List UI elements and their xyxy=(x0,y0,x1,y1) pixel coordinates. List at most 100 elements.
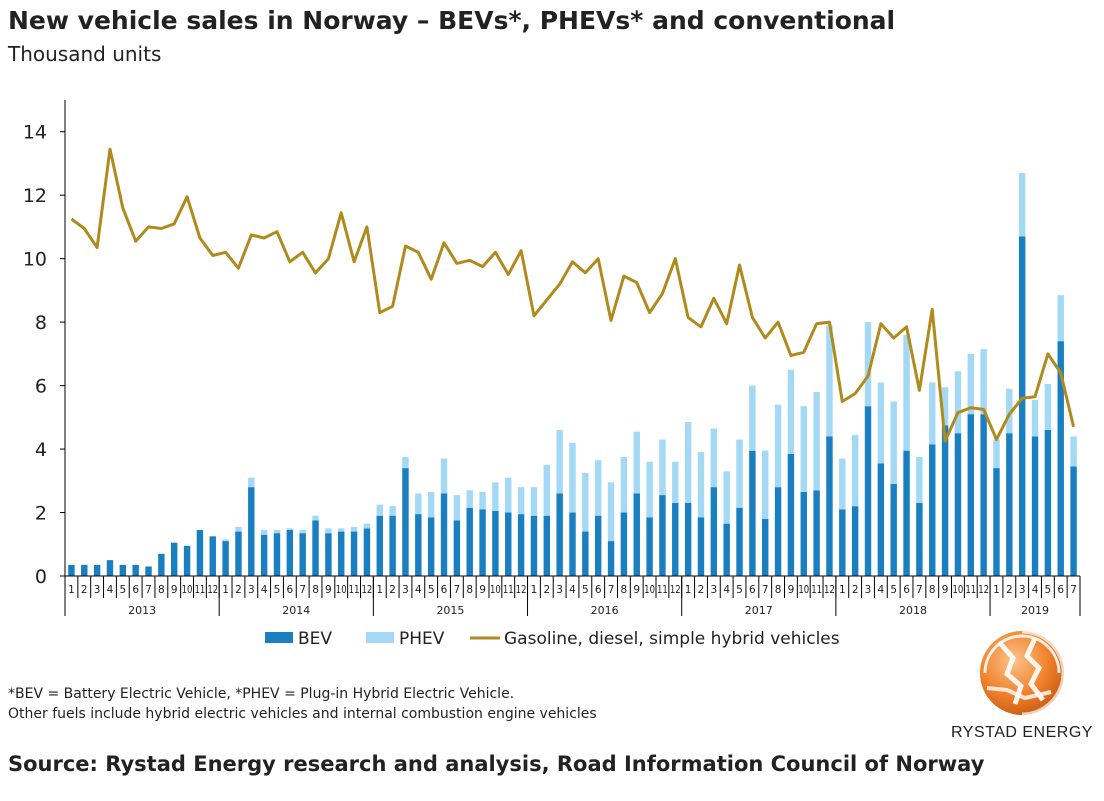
x-month-label: 7 xyxy=(454,584,461,596)
x-year-label: 2016 xyxy=(591,604,619,617)
x-month-label: 7 xyxy=(762,584,769,596)
phev-bar xyxy=(312,515,319,521)
bev-bar xyxy=(273,533,281,576)
bev-bar xyxy=(774,487,782,576)
phev-bar xyxy=(839,458,846,510)
bev-bar xyxy=(1070,466,1077,576)
x-month-label: 7 xyxy=(608,584,615,596)
bev-bar xyxy=(312,520,319,576)
bev-bar xyxy=(954,433,962,576)
bev-bar xyxy=(158,553,165,576)
phev-bar xyxy=(1044,384,1052,431)
bev-bar xyxy=(646,517,653,576)
phev-bar xyxy=(427,491,435,518)
x-month-label: 2 xyxy=(235,584,242,596)
chart-title: New vehicle sales in Norway – BEVs*, PHE… xyxy=(8,6,896,35)
x-month-label: 2 xyxy=(389,584,396,596)
bev-bar xyxy=(826,436,833,576)
x-month-label: 2 xyxy=(543,584,550,596)
x-month-label: 2 xyxy=(81,584,88,596)
bev-bar xyxy=(890,483,897,576)
phev-bar xyxy=(286,528,294,530)
footnote-abbreviations: *BEV = Battery Electric Vehicle, *PHEV =… xyxy=(8,686,515,702)
legend-conventional-label: Gasoline, diesel, simple hybrid vehicles xyxy=(504,629,840,649)
x-month-label: 10 xyxy=(798,584,809,596)
bev-bar xyxy=(800,491,807,576)
bev-bar xyxy=(505,512,512,576)
x-month-label: 5 xyxy=(428,584,435,596)
phev-bar xyxy=(1070,436,1077,467)
bev-bar xyxy=(235,531,242,576)
x-month-label: 6 xyxy=(749,584,756,596)
x-month-label: 4 xyxy=(723,584,730,596)
conventional-line xyxy=(70,147,1076,443)
x-month-label: 1 xyxy=(376,584,383,596)
bev-bar xyxy=(697,517,705,576)
x-month-label: 7 xyxy=(1070,584,1077,596)
bev-bar xyxy=(633,493,640,576)
phev-bar xyxy=(749,385,756,451)
x-month-label: 4 xyxy=(261,584,268,596)
y-tick-label: 2 xyxy=(35,503,47,525)
bev-bar xyxy=(1031,436,1039,576)
x-month-label: 6 xyxy=(595,584,602,596)
bev-bar xyxy=(402,468,409,576)
phev-bar xyxy=(697,452,705,518)
phev-bar xyxy=(633,431,640,494)
phev-bar xyxy=(260,529,268,535)
bev-bar xyxy=(517,514,525,576)
x-year-label: 2019 xyxy=(1021,604,1049,617)
bev-bar xyxy=(286,529,294,576)
bev-bar xyxy=(350,531,358,576)
bev-bar xyxy=(723,523,730,576)
phev-bar xyxy=(582,472,589,532)
phev-bar xyxy=(440,458,448,494)
bev-bar xyxy=(556,493,563,576)
y-tick-label: 4 xyxy=(35,439,47,461)
bev-bar xyxy=(248,487,255,576)
y-tick-label: 14 xyxy=(23,122,47,144)
x-year-label: 2013 xyxy=(128,604,156,617)
y-tick-label: 12 xyxy=(23,185,47,207)
x-month-label: 6 xyxy=(132,584,139,596)
y-tick-label: 8 xyxy=(35,312,47,334)
phev-bar xyxy=(248,477,255,488)
phev-bar xyxy=(235,526,242,532)
x-month-label: 5 xyxy=(736,584,743,596)
bev-bar xyxy=(967,414,975,576)
phev-bar xyxy=(1006,388,1013,434)
x-month-label: 7 xyxy=(145,584,152,596)
x-month-label: 10 xyxy=(953,584,964,596)
phev-bar xyxy=(338,528,345,532)
phev-bar xyxy=(877,382,885,464)
x-month-label: 12 xyxy=(516,584,527,596)
phev-bar xyxy=(350,526,358,532)
phev-bar xyxy=(415,493,422,515)
x-month-label: 8 xyxy=(466,584,473,596)
phev-bar xyxy=(453,495,461,521)
phev-bar xyxy=(325,528,332,534)
bev-bar xyxy=(453,520,461,576)
x-year-label: 2015 xyxy=(436,604,464,617)
x-month-label: 12 xyxy=(362,584,373,596)
x-month-label: 1 xyxy=(68,584,75,596)
phev-bar xyxy=(363,523,371,529)
bev-bar xyxy=(81,564,88,576)
bev-bar xyxy=(183,545,191,576)
phev-bar xyxy=(916,457,923,504)
bev-bar xyxy=(980,414,987,576)
bev-bar xyxy=(530,515,538,576)
x-month-label: 11 xyxy=(503,584,514,596)
bev-bar xyxy=(749,450,756,576)
bev-bar xyxy=(492,510,499,576)
bev-bar xyxy=(569,512,576,576)
x-month-label: 3 xyxy=(94,584,101,596)
phev-bar xyxy=(376,504,383,516)
rystad-globe-icon xyxy=(980,630,1065,716)
x-month-label: 8 xyxy=(312,584,319,596)
phev-bar xyxy=(736,439,743,508)
x-month-label: 11 xyxy=(965,584,976,596)
x-month-label: 9 xyxy=(942,584,949,596)
x-month-label: 11 xyxy=(657,584,668,596)
